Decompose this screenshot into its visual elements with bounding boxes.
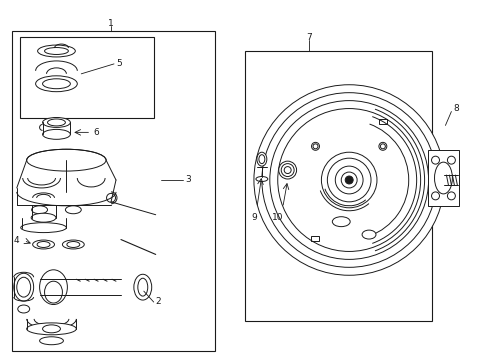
Ellipse shape <box>38 45 75 57</box>
Ellipse shape <box>256 152 266 166</box>
Text: 9: 9 <box>250 213 256 222</box>
Circle shape <box>431 192 439 200</box>
Circle shape <box>253 85 444 275</box>
Ellipse shape <box>20 223 66 233</box>
Circle shape <box>335 166 362 194</box>
Circle shape <box>447 156 454 164</box>
Ellipse shape <box>378 142 386 150</box>
Ellipse shape <box>332 217 349 227</box>
Circle shape <box>321 152 376 208</box>
Ellipse shape <box>18 305 30 313</box>
Ellipse shape <box>33 240 54 249</box>
Text: 5: 5 <box>116 59 122 68</box>
Ellipse shape <box>44 48 68 54</box>
Ellipse shape <box>311 142 319 150</box>
Ellipse shape <box>42 129 70 139</box>
Bar <box>20 37 153 118</box>
Ellipse shape <box>62 240 84 249</box>
Circle shape <box>447 192 454 200</box>
Circle shape <box>431 156 439 164</box>
Ellipse shape <box>134 274 151 300</box>
Ellipse shape <box>361 230 375 239</box>
Text: 4: 4 <box>14 236 20 245</box>
Bar <box>244 51 431 321</box>
Ellipse shape <box>27 323 76 335</box>
Ellipse shape <box>40 337 63 345</box>
Text: 6: 6 <box>93 128 99 137</box>
Text: 7: 7 <box>306 33 312 42</box>
Circle shape <box>345 176 352 184</box>
Ellipse shape <box>40 270 67 305</box>
Circle shape <box>284 167 290 174</box>
Ellipse shape <box>14 273 34 301</box>
Ellipse shape <box>36 76 77 92</box>
Ellipse shape <box>65 206 81 214</box>
Text: 8: 8 <box>452 104 458 113</box>
Ellipse shape <box>31 213 56 222</box>
Text: 10: 10 <box>271 213 283 222</box>
Text: 2: 2 <box>155 297 161 306</box>
Bar <box>427 150 458 206</box>
Ellipse shape <box>434 162 451 194</box>
Bar <box>12 31 215 351</box>
Circle shape <box>278 161 296 179</box>
Ellipse shape <box>42 117 70 127</box>
Ellipse shape <box>32 206 47 214</box>
Text: 1: 1 <box>108 19 114 28</box>
Bar <box>378 119 386 124</box>
Bar <box>311 236 319 241</box>
Ellipse shape <box>255 176 267 181</box>
Text: 3: 3 <box>185 175 191 184</box>
